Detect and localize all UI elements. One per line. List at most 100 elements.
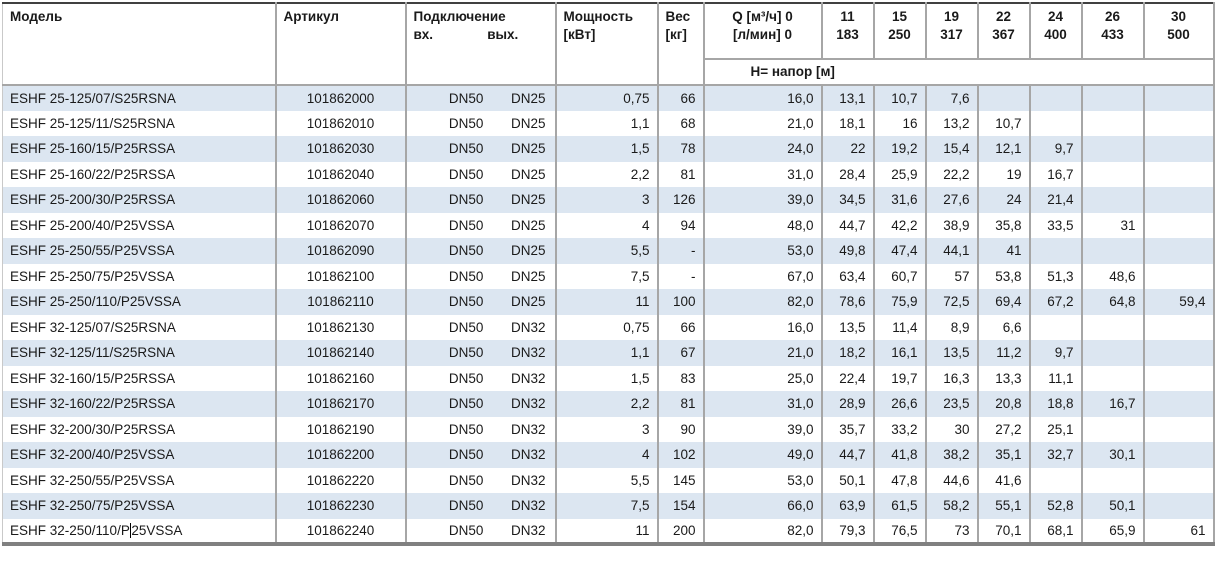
connection-cell: DN50 DN32 xyxy=(405,314,557,340)
weight-cell: 200 xyxy=(657,518,705,544)
weight-cell: - xyxy=(657,263,705,289)
head-subheader: H= напор [м] xyxy=(703,58,1215,86)
head-value-cell: 79,3 xyxy=(821,518,875,544)
table-header: Модель Артикул Подключение вх. вых. Мощн… xyxy=(2,3,1215,86)
head-value-cell: 52,8 xyxy=(1029,493,1083,519)
head-value-cell: 10,7 xyxy=(977,110,1031,136)
outlet-value: DN32 xyxy=(510,472,546,488)
power-cell: 2,2 xyxy=(555,161,659,187)
connection-cell: DN50 DN25 xyxy=(405,136,557,162)
connection-cell: DN50 DN25 xyxy=(405,289,557,315)
model-cell: ESHF 32-125/07/S25RSNA xyxy=(2,314,277,340)
article-cell: 101862140 xyxy=(275,340,407,366)
head-value-cell: 41,6 xyxy=(977,467,1031,493)
head-value-cell: 26,6 xyxy=(873,391,927,417)
head-value-cell xyxy=(977,85,1031,111)
model-cell: ESHF 32-250/110/P 25VSSA xyxy=(2,518,277,544)
head-value-cell: 76,5 xyxy=(873,518,927,544)
weight-cell: 67 xyxy=(657,340,705,366)
head-value-cell: 49,0 xyxy=(703,442,823,468)
article-cell: 101862060 xyxy=(275,187,407,213)
head-value-cell xyxy=(1081,136,1145,162)
article-cell: 101862110 xyxy=(275,289,407,315)
head-value-cell xyxy=(1029,314,1083,340)
head-value-cell: 67,0 xyxy=(703,263,823,289)
pump-spec-table: Модель Артикул Подключение вх. вых. Мощн… xyxy=(2,2,1215,546)
head-value-cell xyxy=(1081,467,1145,493)
table-row: ESHF 25-125/07/S25RSNA 101862000 DN50 DN25 0… xyxy=(2,85,1215,111)
head-value-cell: 50,1 xyxy=(821,467,875,493)
q-value: 26 xyxy=(1104,9,1121,24)
head-value-cell: 16,0 xyxy=(703,85,823,111)
table-row: ESHF 25-200/40/P25VSSA 101862070 DN50 DN25 4… xyxy=(2,212,1215,238)
power-cell: 3 xyxy=(555,416,659,442)
connection-cell: DN50 DN25 xyxy=(405,238,557,264)
inlet-value: DN50 xyxy=(448,319,484,335)
lmin-value: 500 xyxy=(1167,27,1190,42)
article-cell: 101862240 xyxy=(275,518,407,544)
outlet-value: DN25 xyxy=(510,90,546,106)
col-header-q15: 15 250 xyxy=(873,3,927,59)
table-row: ESHF 32-125/11/S25RSNA 101862140 DN50 DN32 1… xyxy=(2,340,1215,366)
power-cell: 2,2 xyxy=(555,391,659,417)
inlet-value: DN50 xyxy=(448,141,484,157)
article-cell: 101862090 xyxy=(275,238,407,264)
table-row: ESHF 32-250/55/P25VSSA 101862220 DN50 DN32 5… xyxy=(2,467,1215,493)
outlet-value: DN25 xyxy=(510,115,546,131)
weight-cell: 145 xyxy=(657,467,705,493)
head-value-cell: 58,2 xyxy=(925,493,979,519)
connection-cell: DN50 DN25 xyxy=(405,263,557,289)
head-value-cell: 41,8 xyxy=(873,442,927,468)
power-cell: 4 xyxy=(555,442,659,468)
model-cell: ESHF 32-200/30/P25RSSA xyxy=(2,416,277,442)
head-value-cell: 39,0 xyxy=(703,416,823,442)
head-value-cell: 48,0 xyxy=(703,212,823,238)
inlet-value: DN50 xyxy=(448,166,484,182)
head-value-cell xyxy=(1143,187,1215,213)
head-value-cell xyxy=(1081,85,1145,111)
head-value-cell: 63,9 xyxy=(821,493,875,519)
outlet-value: DN32 xyxy=(510,370,546,386)
article-cell: 101862160 xyxy=(275,365,407,391)
head-value-cell: 38,9 xyxy=(925,212,979,238)
inlet-value: DN50 xyxy=(448,498,484,514)
head-value-cell: 72,5 xyxy=(925,289,979,315)
inlet-value: DN50 xyxy=(448,192,484,208)
head-value-cell: 13,5 xyxy=(925,340,979,366)
connection-cell: DN50 DN32 xyxy=(405,365,557,391)
outlet-value: DN32 xyxy=(510,522,546,538)
model-cell: ESHF 25-160/22/P25RSSA xyxy=(2,161,277,187)
head-value-cell: 53,0 xyxy=(703,238,823,264)
table-row: ESHF 25-125/11/S25RSNA 101862010 DN50 DN25 1… xyxy=(2,110,1215,136)
model-cell: ESHF 25-200/30/P25RSSA xyxy=(2,187,277,213)
lmin-value: 317 xyxy=(940,27,963,42)
text-cursor xyxy=(129,522,132,538)
head-value-cell: 11,1 xyxy=(1029,365,1083,391)
head-value-cell: 28,4 xyxy=(821,161,875,187)
outlet-value: DN32 xyxy=(510,447,546,463)
head-value-cell: 16,7 xyxy=(1081,391,1145,417)
power-cell: 0,75 xyxy=(555,85,659,111)
weight-cell: 66 xyxy=(657,85,705,111)
head-value-cell: 51,3 xyxy=(1029,263,1083,289)
head-value-cell: 7,6 xyxy=(925,85,979,111)
weight-cell: 126 xyxy=(657,187,705,213)
connection-cell: DN50 DN32 xyxy=(405,467,557,493)
head-value-cell: 21,4 xyxy=(1029,187,1083,213)
lmin-value: 400 xyxy=(1044,27,1067,42)
head-value-cell: 9,7 xyxy=(1029,340,1083,366)
head-value-cell: 13,5 xyxy=(821,314,875,340)
head-value-cell xyxy=(1029,467,1083,493)
col-header-model: Модель xyxy=(2,3,277,86)
head-value-cell: 19,2 xyxy=(873,136,927,162)
inlet-value: DN50 xyxy=(448,90,484,106)
model-cell: ESHF 32-160/22/P25RSSA xyxy=(2,391,277,417)
head-value-cell: 39,0 xyxy=(703,187,823,213)
col-header-q30: 30 500 xyxy=(1143,3,1215,59)
head-value-cell: 16,0 xyxy=(703,314,823,340)
head-value-cell xyxy=(1143,442,1215,468)
head-value-cell: 16,1 xyxy=(873,340,927,366)
model-cell: ESHF 32-160/15/P25RSSA xyxy=(2,365,277,391)
lmin-value: 433 xyxy=(1101,27,1124,42)
weight-unit-label: [кг] xyxy=(665,27,687,42)
